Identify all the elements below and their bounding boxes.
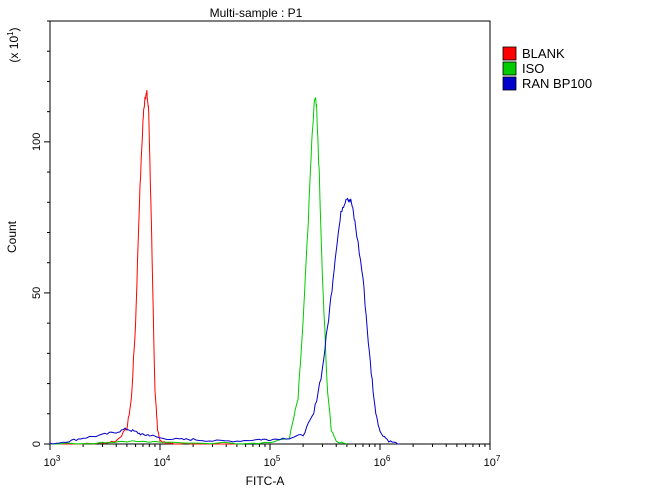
x-tick-label: 106 [374, 454, 391, 469]
x-tick-label: 104 [154, 454, 171, 469]
plot-frame [49, 20, 491, 445]
legend-label: ISO [522, 61, 544, 76]
x-tick-label: 107 [484, 454, 501, 469]
series-line [50, 97, 348, 445]
x-axis-label: FITC-A [246, 474, 285, 488]
y-axis-label: Count [5, 220, 19, 253]
y-multiplier-label: (x 101) [6, 27, 21, 62]
series-line [49, 90, 237, 445]
legend-label: BLANK [522, 46, 565, 61]
y-tick-label: 100 [31, 133, 43, 151]
x-tick-label: 105 [264, 454, 281, 469]
legend-swatch [502, 46, 517, 61]
y-tick-label: 50 [31, 287, 43, 299]
legend-swatch [502, 61, 517, 76]
y-multiplier-exponent: 1 [6, 31, 15, 36]
series-line [49, 197, 400, 445]
y-tick-label: 0 [31, 441, 43, 447]
x-tick-label: 103 [44, 454, 61, 469]
legend-label: RAN BP100 [522, 76, 592, 91]
legend-swatch [502, 76, 517, 91]
chart-title: Multi-sample : P1 [210, 6, 303, 20]
